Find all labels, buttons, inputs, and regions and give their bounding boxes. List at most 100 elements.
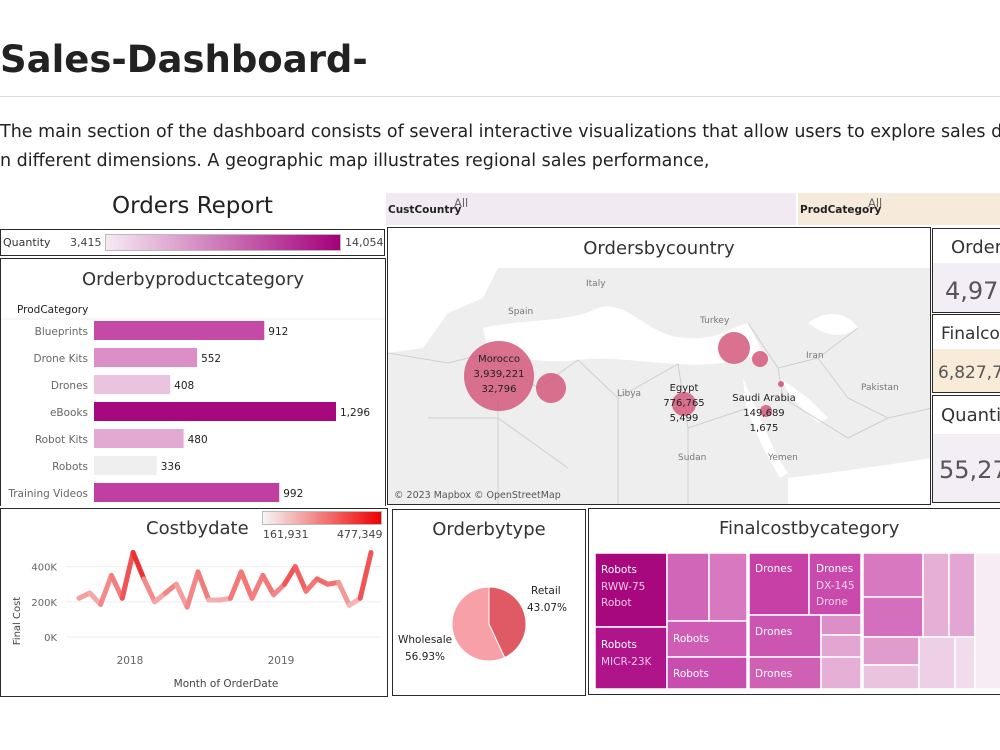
tile-drones-5[interactable]: [820, 634, 862, 658]
map-attribution[interactable]: © 2023 Mapbox © OpenStreetMap: [394, 490, 561, 501]
cost-line-segment[interactable]: [141, 576, 158, 605]
map-point-saudi-qty: 1,675: [750, 423, 779, 434]
tile-b[interactable]: [862, 596, 924, 638]
bar[interactable]: [94, 348, 198, 367]
cost-line-segment[interactable]: [98, 572, 114, 607]
tile-drones-dx145[interactable]: [808, 552, 862, 616]
bubble-algeria[interactable]: [536, 373, 566, 403]
tile-e[interactable]: [862, 636, 920, 666]
orders-by-country-map[interactable]: Spain Italy Turkey Iran Libya Sudan Yeme…: [388, 268, 931, 505]
map-point-morocco-cost: 3,939,221: [474, 369, 525, 380]
kpi-orders-value: 4,97: [945, 277, 999, 305]
cost-line-segment[interactable]: [184, 569, 201, 610]
cost-ylabel: Final Cost: [12, 597, 23, 646]
tile-drones-3[interactable]: [748, 614, 822, 658]
tile-a[interactable]: [862, 552, 924, 598]
kpi-quantity-value: 55,27: [939, 456, 1000, 484]
pie-slice[interactable]: [451, 586, 506, 662]
cost-line-segment[interactable]: [357, 550, 374, 601]
cost-line-segment[interactable]: [119, 550, 136, 601]
tile-g[interactable]: [918, 636, 956, 690]
bubble-egypt[interactable]: [672, 392, 696, 416]
bar[interactable]: [94, 456, 157, 475]
tile-label-drones-1: Drones: [755, 563, 792, 575]
cost-xlabel: Month of OrderDate: [174, 678, 279, 690]
quantity-gradient-bar: [105, 234, 341, 251]
cost-line-segment[interactable]: [173, 581, 190, 610]
bubble-morocco[interactable]: [464, 341, 534, 411]
cost-line-segment[interactable]: [130, 550, 147, 582]
cost-line-segment[interactable]: [303, 576, 320, 594]
tile-label-drones-2: Drones: [816, 563, 853, 575]
tile-robots-3[interactable]: [666, 552, 710, 622]
product-category-bar-chart[interactable]: ProdCategory Blueprints 912 Drone Kits 552 D…: [1, 259, 386, 506]
cost-line-segment[interactable]: [108, 572, 125, 601]
bubble-kuwait[interactable]: [778, 381, 784, 387]
bar-category-label: Drone Kits: [34, 353, 88, 365]
final-cost-treemap[interactable]: Robots RWW-75 Robot Robots MICR-23K Robo…: [589, 509, 1000, 695]
orders-by-product-category-panel[interactable]: Orderbyproductcategory ProdCategory Blue…: [0, 258, 386, 506]
description-line-1: The main section of the dashboard consis…: [0, 122, 1000, 142]
order-by-type-panel[interactable]: Orderbytype Retail 43.07% Wholesale 56.9…: [392, 509, 586, 696]
tile-robots-5[interactable]: [666, 620, 748, 658]
cost-line-segment[interactable]: [281, 564, 298, 587]
bar-category-label: Training Videos: [7, 488, 88, 500]
prod-category-filter-value[interactable]: All: [868, 196, 883, 210]
pie-slice[interactable]: [488, 586, 527, 659]
kpi-orders-panel[interactable]: Order 4,97: [932, 228, 1000, 313]
final-cost-by-category-panel[interactable]: Finalcostbycategory Robots: [588, 508, 1000, 695]
tile-robots-4[interactable]: [708, 552, 748, 622]
kpi-finalcost-value: 6,827,7: [938, 363, 1000, 383]
cost-by-date-panel[interactable]: Costbydate 161,931 477,349 Final Cost Mo…: [0, 508, 388, 697]
bubble-saudi-arabia[interactable]: [760, 405, 772, 417]
bar[interactable]: [94, 483, 280, 502]
pie-value-wholesale: 56.93%: [405, 651, 445, 663]
cost-line-segment[interactable]: [260, 572, 277, 598]
cost-line-segment[interactable]: [292, 564, 309, 594]
kpi-quantity-panel[interactable]: Quanti 55,27: [932, 395, 1000, 503]
bar[interactable]: [94, 375, 171, 394]
bar-category-label: Drones: [51, 380, 88, 392]
tile-drones-4[interactable]: [820, 614, 862, 636]
tile-drones-7[interactable]: [820, 656, 862, 690]
prod-category-filter[interactable]: ProdCategory All: [798, 193, 1000, 225]
product-category-chart-title: Orderbyproductcategory: [81, 269, 304, 290]
tile-drones-6[interactable]: [748, 656, 822, 690]
cust-country-filter-value[interactable]: All: [454, 196, 469, 210]
order-by-type-pie-chart[interactable]: Retail 43.07% Wholesale 56.93%: [393, 510, 586, 696]
quantity-legend[interactable]: Quantity 3,415 14,054: [0, 229, 385, 256]
cost-line-segment[interactable]: [227, 569, 244, 601]
orders-by-country-panel[interactable]: Ordersbycountry Spain Italy Turkey Iran …: [387, 227, 931, 505]
tile-c[interactable]: [922, 552, 950, 638]
cost-line-segment[interactable]: [271, 581, 287, 598]
bubble-syria[interactable]: [752, 351, 768, 367]
tile-i[interactable]: [974, 552, 1000, 690]
map-label-pakistan: Pakistan: [861, 383, 899, 393]
map-point-saudi-name: Saudi Arabia: [732, 393, 795, 404]
bar-value-label: 912: [268, 326, 288, 338]
cost-line-segment[interactable]: [249, 572, 266, 601]
tile-d[interactable]: [948, 552, 976, 638]
tile-f[interactable]: [862, 664, 920, 690]
kpi-orders-label: Order: [951, 237, 1000, 258]
cost-by-date-line-chart[interactable]: Final Cost Month of OrderDate 400K 200K 0K…: [1, 509, 388, 697]
bar[interactable]: [94, 402, 336, 421]
bubble-turkey[interactable]: [718, 332, 750, 364]
cost-line-segment[interactable]: [336, 579, 352, 608]
cost-line-segment[interactable]: [195, 569, 212, 603]
tile-drones-1[interactable]: [748, 552, 810, 616]
product-category-axis-header: ProdCategory: [17, 304, 88, 316]
tile-robots-6[interactable]: [666, 656, 748, 690]
tile-label-robot: Robot: [601, 597, 631, 609]
tile-robots-micr23k[interactable]: [594, 626, 668, 690]
map-point-morocco-qty: 32,796: [482, 384, 517, 395]
bar-value-label: 336: [161, 461, 181, 473]
tile-h[interactable]: [954, 636, 976, 690]
kpi-finalcost-label: Finalco: [941, 324, 1000, 344]
kpi-finalcost-panel[interactable]: Finalco 6,827,7: [932, 314, 1000, 393]
cost-line-segment[interactable]: [238, 569, 255, 601]
bar[interactable]: [94, 429, 184, 448]
cust-country-filter[interactable]: CustCountry All: [386, 193, 796, 225]
bar[interactable]: [94, 321, 265, 340]
cost-legend-max: 477,349: [337, 528, 383, 541]
